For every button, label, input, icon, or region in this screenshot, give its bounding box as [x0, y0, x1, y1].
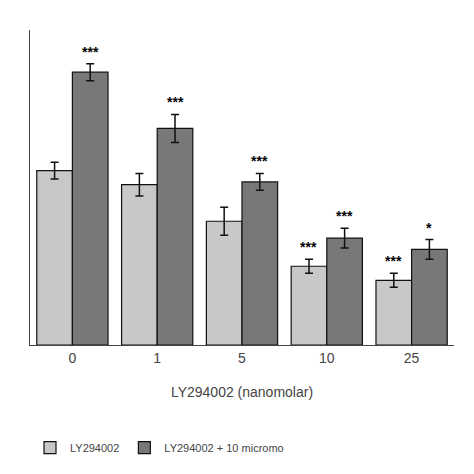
- svg-text:***: ***: [385, 253, 402, 269]
- svg-text:*: *: [426, 220, 432, 236]
- svg-text:***: ***: [167, 94, 184, 110]
- svg-text:LY294002 + 10 micromo: LY294002 + 10 micromo: [164, 442, 283, 454]
- svg-text:***: ***: [336, 208, 353, 224]
- svg-text:***: ***: [82, 44, 99, 60]
- svg-text:***: ***: [300, 239, 317, 255]
- svg-text:25: 25: [404, 350, 420, 366]
- svg-text:0: 0: [69, 350, 77, 366]
- svg-text:LY294002 (nanomolar): LY294002 (nanomolar): [171, 384, 313, 400]
- svg-text:LY294002: LY294002: [70, 442, 119, 454]
- svg-text:5: 5: [238, 350, 246, 366]
- svg-text:***: ***: [251, 153, 268, 169]
- svg-text:1: 1: [153, 350, 161, 366]
- svg-text:10: 10: [319, 350, 335, 366]
